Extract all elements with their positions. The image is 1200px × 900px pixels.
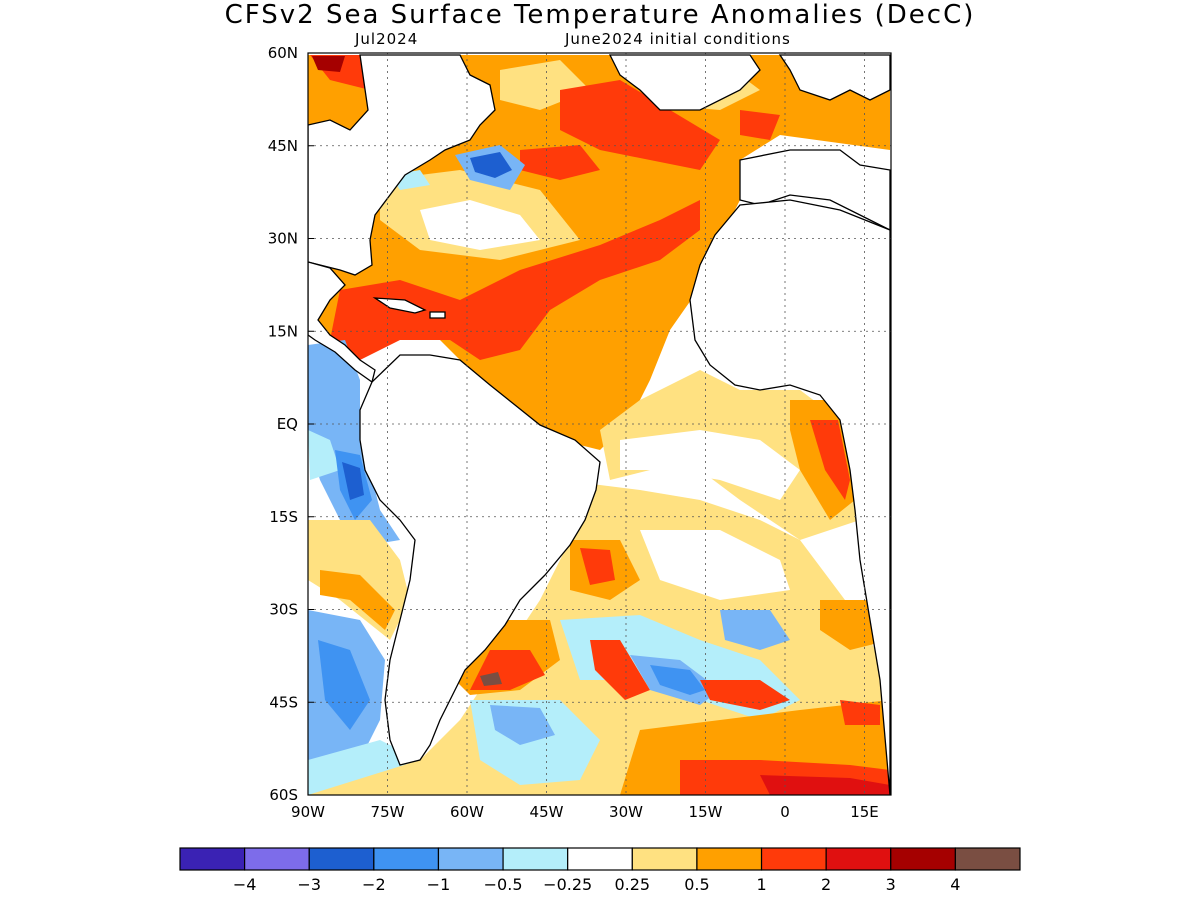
- colorbar-swatch: [825, 847, 892, 871]
- lat-tick-label: 30S: [269, 601, 298, 619]
- africa-landmass: [689, 199, 891, 795]
- colorbar-label: −4: [233, 875, 257, 894]
- lat-tick-label: 45S: [269, 693, 298, 711]
- colorbar-label: −0.25: [543, 875, 592, 894]
- colorbar-swatch: [437, 847, 504, 871]
- colorbar-label: −0.5: [484, 875, 523, 894]
- lon-tick-label: 45W: [530, 803, 564, 821]
- latitude-labels: 60N 45N 30N 15N EQ 15S 30S 45S 60S: [268, 44, 314, 804]
- colorbar-swatch: [179, 847, 246, 871]
- colorbar-label: −2: [362, 875, 386, 894]
- land-masses: [308, 54, 891, 795]
- colorbar-swatch: [696, 847, 763, 871]
- colorbar-label: 0.5: [684, 875, 709, 894]
- longitude-labels: 90W 75W 60W 45W 30W 15W 0 15E: [291, 803, 879, 821]
- colorbar-swatch: [373, 847, 440, 871]
- lat-tick-label: 60S: [269, 786, 298, 804]
- colorbar-label: 0.25: [614, 875, 650, 894]
- initial-conditions-label: June2024 initial conditions: [565, 30, 791, 48]
- colorbar-swatch: [567, 847, 633, 871]
- europe-landmass: [778, 54, 891, 101]
- lon-tick-label: 75W: [371, 803, 405, 821]
- lat-tick-label: 60N: [268, 44, 298, 62]
- colorbar-swatch: [631, 847, 698, 871]
- lon-tick-label: 30W: [609, 803, 643, 821]
- lon-tick-label: 0: [780, 803, 790, 821]
- colorbar-swatch: [502, 847, 569, 871]
- lon-tick-label: 15W: [689, 803, 723, 821]
- colorbar-label: −3: [297, 875, 321, 894]
- graticule: [308, 53, 891, 795]
- colorbar-label: 3: [886, 875, 896, 894]
- colorbar-label: 4: [950, 875, 960, 894]
- map-title: CFSv2 Sea Surface Temperature Anomalies …: [224, 0, 976, 30]
- lon-tick-label: 90W: [291, 803, 325, 821]
- lat-tick-label: 30N: [268, 230, 298, 248]
- colorbar-swatch: [890, 847, 956, 871]
- colorbar-label: −1: [427, 875, 451, 894]
- lon-tick-label: 60W: [450, 803, 484, 821]
- forecast-month-label: Jul2024: [355, 30, 419, 48]
- north-america-landmass: [308, 54, 496, 276]
- colorbar-swatch: [308, 847, 375, 871]
- colorbar: −4 −3 −2 −1 −0.5 −0.25 0.25 0.5 1 2 3 4: [179, 847, 1021, 894]
- hispaniola-island: [429, 311, 446, 319]
- lon-tick-label: 15E: [850, 803, 879, 821]
- central-america-landmass: [308, 261, 376, 384]
- colorbar-swatch: [760, 847, 827, 871]
- colorbar-label: 1: [756, 875, 766, 894]
- lat-tick-label: 45N: [268, 137, 298, 155]
- colorbar-swatch: [244, 847, 310, 871]
- colorbar-label: 2: [821, 875, 831, 894]
- colorbar-swatch: [954, 847, 1021, 871]
- lat-tick-label: 15N: [268, 322, 298, 340]
- south-america-landmass: [359, 354, 601, 766]
- lat-tick-label: 15S: [269, 508, 298, 526]
- greenland-landmass: [608, 54, 761, 111]
- lat-tick-label: EQ: [277, 415, 298, 433]
